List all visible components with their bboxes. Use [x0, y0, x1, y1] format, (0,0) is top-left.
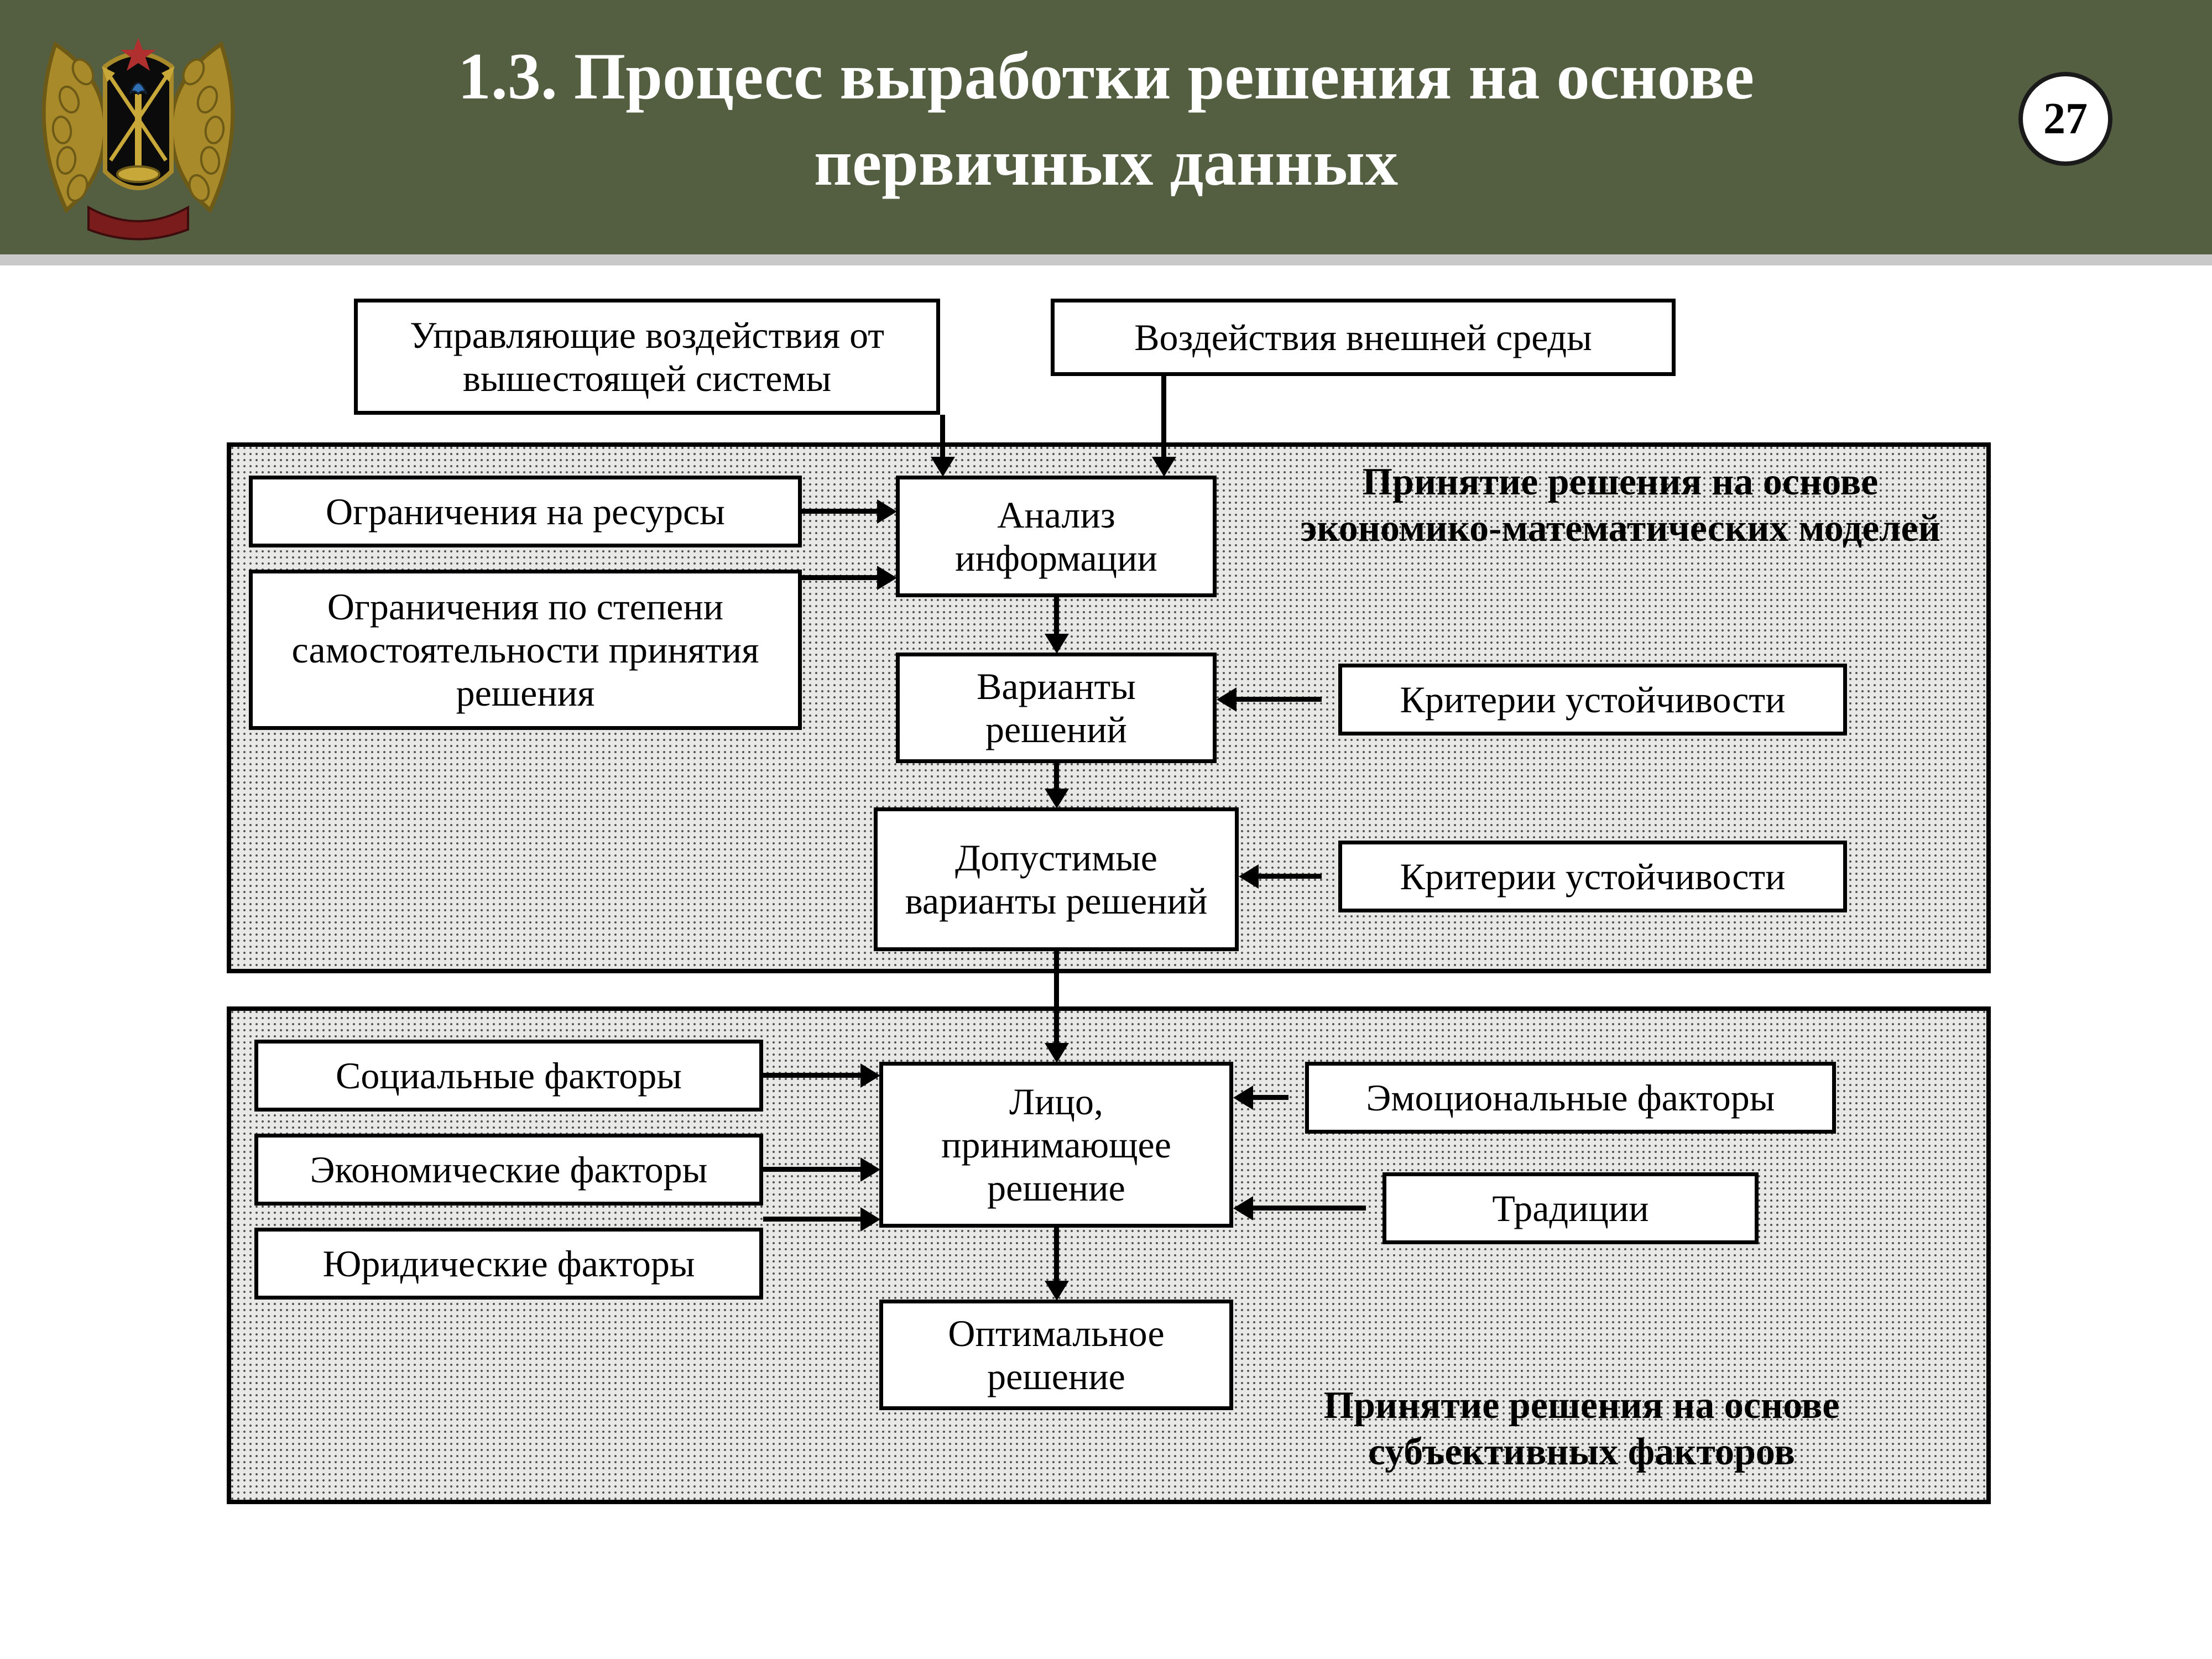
node-constraint-resources: Ограничения на ресурсы [249, 476, 802, 547]
edge [1251, 1206, 1366, 1211]
arrowhead-icon [877, 499, 897, 524]
edge [763, 1217, 863, 1222]
node-variants: Варианты решений [896, 653, 1217, 763]
edge [1256, 874, 1322, 879]
node-crit1: Критерии устойчивости [1338, 664, 1847, 735]
arrowhead-icon [1233, 1196, 1253, 1220]
edge [802, 575, 879, 580]
edge [763, 1073, 863, 1078]
arrowhead-icon [1217, 687, 1237, 712]
slide-header: 1.3. Процесс выработки решения на основе… [0, 0, 2212, 265]
flowchart: Принятие решения на основе экономико-мат… [0, 288, 2212, 1648]
edge [1251, 1095, 1288, 1100]
arrowhead-icon [1152, 457, 1176, 477]
page-number-badge: 27 [2018, 72, 2112, 166]
arrowhead-icon [860, 1157, 880, 1182]
edge [1054, 951, 1059, 1045]
node-analysis: Анализ информации [896, 476, 1217, 597]
node-feasible: Допустимые варианты решений [874, 807, 1239, 951]
arrowhead-icon [1045, 634, 1069, 654]
node-crit2: Критерии устойчивости [1338, 841, 1847, 912]
edge [802, 509, 879, 514]
edge [1161, 376, 1166, 459]
edge [1234, 697, 1322, 702]
arrowhead-icon [1045, 1043, 1069, 1063]
page-number: 27 [2043, 94, 2088, 144]
arrowhead-icon [931, 457, 955, 477]
node-traditions: Традиции [1383, 1172, 1759, 1244]
edge [1054, 597, 1059, 636]
edge [1054, 1228, 1059, 1283]
node-decision-maker: Лицо, принимающее решение [879, 1062, 1233, 1228]
node-top-right: Воздействия внешней среды [1051, 299, 1676, 376]
node-social: Социальные факторы [254, 1040, 763, 1112]
arrowhead-icon [860, 1063, 880, 1088]
node-emotional: Эмоциональные факторы [1305, 1062, 1836, 1134]
panel-label-lower: Принятие решения на основе субъективных … [1194, 1383, 1969, 1475]
slide-title: 1.3. Процесс выработки решения на основе… [332, 33, 1880, 206]
node-optimal: Оптимальное решение [879, 1300, 1233, 1410]
arrowhead-icon [1239, 864, 1259, 889]
edge [763, 1167, 863, 1172]
arrowhead-icon [1045, 789, 1069, 808]
arrowhead-icon [860, 1207, 880, 1232]
edge [940, 415, 945, 459]
edge [1054, 763, 1059, 791]
node-top-left: Управляющие воздействия от вышестоящей с… [354, 299, 940, 415]
arrowhead-icon [1045, 1281, 1069, 1301]
panel-label-upper: Принятие решения на основе экономико-мат… [1272, 459, 1969, 552]
arrowhead-icon [1233, 1086, 1253, 1110]
node-legal: Юридические факторы [254, 1228, 763, 1300]
node-constraint-autonomy: Ограничения по степени самостоятельности… [249, 570, 802, 730]
arrowhead-icon [877, 566, 897, 590]
emblem-icon [22, 11, 254, 243]
node-economic: Экономические факторы [254, 1134, 763, 1206]
